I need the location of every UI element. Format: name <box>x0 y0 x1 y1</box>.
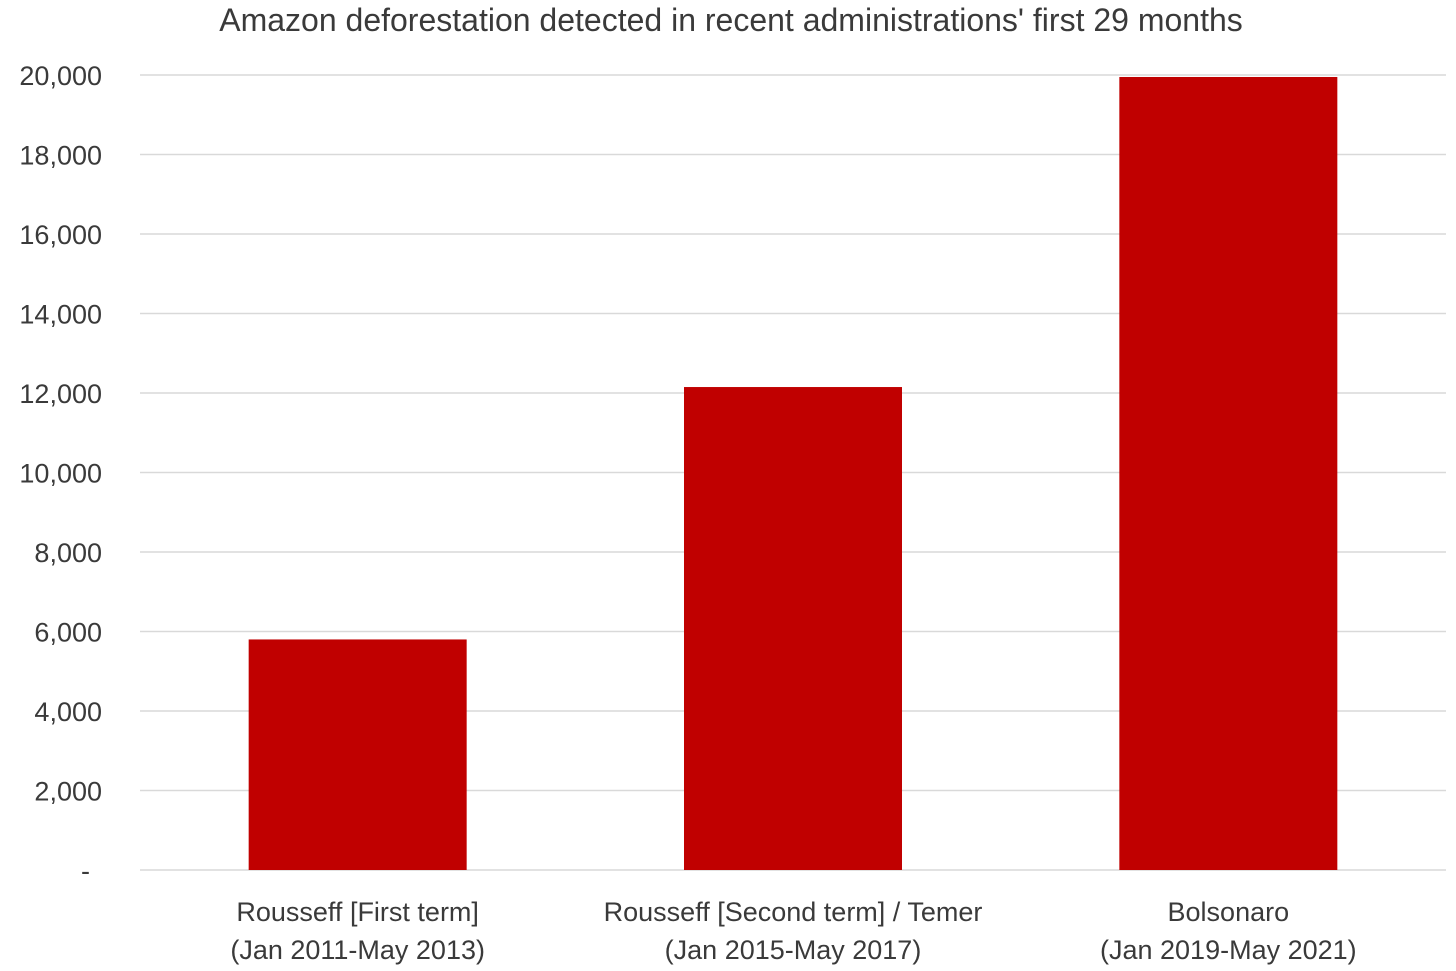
y-tick-label: 8,000 <box>34 538 102 568</box>
y-tick-label: 18,000 <box>19 141 102 171</box>
x-tick-label: Rousseff [First term] <box>236 897 479 927</box>
bar <box>684 387 902 870</box>
x-tick-label: Rousseff [Second term] / Temer <box>604 897 983 927</box>
y-tick-label: 14,000 <box>19 300 102 330</box>
y-tick-label: 10,000 <box>19 459 102 489</box>
x-tick-label: (Jan 2011-May 2013) <box>230 935 485 965</box>
x-axis-ticks: Rousseff [First term] (Jan 2011-May 2013)… <box>230 897 1356 965</box>
x-tick-label: (Jan 2015-May 2017) <box>665 935 922 965</box>
y-tick-label: 12,000 <box>19 379 102 409</box>
x-tick-label: Bolsonaro <box>1168 897 1290 927</box>
bars <box>248 76 1338 871</box>
bar <box>248 639 467 870</box>
y-tick-label: 20,000 <box>19 61 102 91</box>
y-tick-label: - <box>81 856 90 886</box>
y-tick-label: 16,000 <box>19 220 102 250</box>
y-tick-label: 4,000 <box>34 697 102 727</box>
chart-title: Amazon deforestation detected in recent … <box>219 2 1243 38</box>
bar <box>1119 76 1338 871</box>
y-axis-ticks: - 2,000 4,000 6,000 8,000 10,000 12,000 14,000 1… <box>19 61 102 886</box>
y-tick-label: 6,000 <box>34 618 102 648</box>
x-tick-label: (Jan 2019-May 2021) <box>1100 935 1357 965</box>
y-tick-label: 2,000 <box>34 777 102 807</box>
